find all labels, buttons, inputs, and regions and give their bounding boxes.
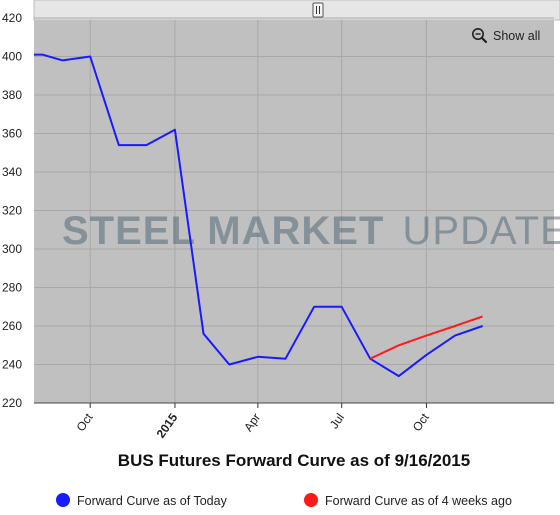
y-tick-label: 420 <box>2 11 22 25</box>
legend: Forward Curve as of Today Forward Curve … <box>56 493 512 508</box>
y-axis: 220 240 260 280 300 320 340 360 380 400 420 <box>2 11 22 410</box>
show-all-button[interactable]: Show all <box>466 25 548 47</box>
x-axis: Oct 2015 Apr Jul Oct <box>34 402 554 441</box>
x-tick-label: Oct <box>410 410 433 434</box>
y-tick-label: 400 <box>2 50 22 64</box>
y-tick-label: 220 <box>2 396 22 410</box>
x-tick-label: 2015 <box>154 410 181 440</box>
y-tick-label: 280 <box>2 281 22 295</box>
show-all-label: Show all <box>493 29 540 43</box>
y-tick-label: 320 <box>2 204 22 218</box>
series-line-4-weeks-ago <box>369 315 483 360</box>
x-tick-label: Jul <box>327 411 347 432</box>
y-tick-label: 340 <box>2 165 22 179</box>
x-tick-label: Apr <box>241 411 263 434</box>
legend-marker-4-weeks-ago <box>304 493 318 507</box>
y-tick-label: 240 <box>2 358 22 372</box>
watermark-text: STEEL MARKET UPDATE <box>62 209 560 253</box>
legend-label-today: Forward Curve as of Today <box>77 494 228 508</box>
legend-item-4-weeks-ago[interactable]: Forward Curve as of 4 weeks ago <box>304 493 512 508</box>
plot-area <box>34 20 554 403</box>
navigator-strip[interactable] <box>33 0 560 21</box>
y-tick-label: 260 <box>2 319 22 333</box>
y-tick-label: 380 <box>2 88 22 102</box>
y-tick-label: 360 <box>2 127 22 141</box>
x-tick-label: Oct <box>73 410 96 434</box>
series-lines <box>34 53 483 378</box>
legend-marker-today <box>56 493 70 507</box>
zoom-out-magnifier-icon <box>471 27 488 44</box>
chart-title: BUS Futures Forward Curve as of 9/16/201… <box>118 451 470 470</box>
navigator-handle[interactable] <box>312 2 324 18</box>
legend-item-today[interactable]: Forward Curve as of Today <box>56 493 228 508</box>
watermark-logo: STEEL MARKET UPDATE <box>62 168 560 292</box>
y-tick-label: 300 <box>2 242 22 256</box>
legend-label-4-weeks-ago: Forward Curve as of 4 weeks ago <box>325 494 512 508</box>
series-line-today <box>34 53 483 378</box>
